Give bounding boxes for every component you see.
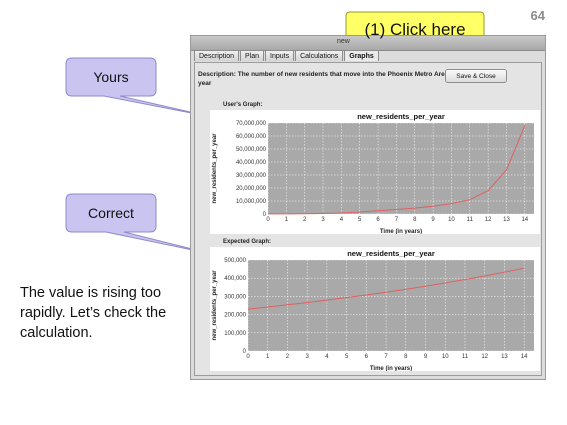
x-axis-label: Time (in years) [380,229,422,234]
y-tick-label: 70,000,000 [236,121,267,127]
x-tick-label: 7 [395,217,399,223]
plot-area [268,123,534,214]
correct-callout-bubble [65,193,213,255]
x-tick-label: 11 [467,217,474,223]
y-tick-label: 200,000 [224,313,246,319]
x-tick-label: 14 [521,354,528,360]
x-tick-label: 9 [424,354,428,360]
yours-callout-text: Yours [93,69,129,85]
x-tick-label: 5 [358,217,362,223]
users-graph-chart: new_residents_per_year 0 10,000,000 20,000,… [210,110,540,234]
x-tick-label: 5 [345,354,349,360]
users-graph-label: User's Graph: [223,102,263,108]
x-tick-label: 3 [306,354,310,360]
graphs-panel: Description: The number of new residents… [194,62,542,376]
x-tick-label: 8 [404,354,408,360]
y-axis-label: new_residents_per_year [212,270,218,341]
x-tick-label: 6 [376,217,380,223]
y-tick-label: 40,000,000 [236,160,267,166]
tab-bar: Description Plan Inputs Calculations Gra… [194,50,380,62]
y-axis-label: new_residents_per_year [212,133,218,204]
y-tick-label: 100,000 [224,331,246,337]
description-text: Description: The number of new residents… [198,71,466,87]
x-tick-label: 8 [413,217,417,223]
tab-calculations[interactable]: Calculations [295,50,344,61]
y-tick-label: 0 [243,349,247,355]
expected-graph-label: Expected Graph: [223,239,272,245]
x-tick-label: 14 [521,217,528,223]
chart-svg: new_residents_per_year 0 10,000,000 20,000,… [212,112,534,234]
y-tick-label: 20,000,000 [236,186,267,192]
x-tick-label: 7 [384,354,388,360]
tab-description[interactable]: Description [194,50,240,61]
x-tick-label: 0 [246,354,250,360]
yours-callout-bubble [65,57,213,118]
y-tick-label: 300,000 [224,294,246,300]
tab-graphs[interactable]: Graphs [344,50,379,61]
tab-inputs[interactable]: Inputs [265,50,295,61]
x-tick-label: 13 [501,354,508,360]
slide-number: 64 [530,8,545,23]
plot-area [248,260,534,351]
series-line [247,267,525,310]
x-tick-label: 6 [365,354,369,360]
explanation-note: The value is rising too rapidly. Let’s c… [20,285,167,341]
x-tick-label: 12 [481,354,488,360]
chart-svg: new_residents_per_year 0 100,000 200,000 300… [212,249,534,371]
y-tick-label: 30,000,000 [236,173,267,179]
click-here-callout-text: (1) Click here [364,20,466,39]
x-tick-label: 1 [285,217,289,223]
x-tick-label: 2 [286,354,290,360]
save-close-button[interactable]: Save & Close [445,69,507,83]
x-tick-label: 1 [266,354,270,360]
x-axis-label: Time (in years) [370,366,412,371]
window-title: new [337,38,350,45]
y-tick-label: 0 [263,212,267,218]
x-tick-label: 10 [442,354,449,360]
series-line [267,125,526,215]
y-tick-label: 60,000,000 [236,134,267,140]
x-tick-label: 4 [325,354,329,360]
chart-title: new_residents_per_year [357,112,445,121]
y-tick-label: 50,000,000 [236,147,267,153]
tab-plan[interactable]: Plan [240,50,265,61]
x-tick-label: 12 [485,217,492,223]
chart-title: new_residents_per_year [347,249,435,258]
y-tick-label: 10,000,000 [236,199,267,205]
x-tick-label: 2 [303,217,307,223]
y-tick-label: 400,000 [224,276,246,282]
x-tick-label: 9 [431,217,435,223]
x-tick-label: 3 [321,217,325,223]
x-tick-label: 11 [462,354,469,360]
y-tick-label: 500,000 [224,258,246,264]
graph-window: new Description Plan Inputs Calculations… [190,35,546,380]
x-tick-label: 10 [448,217,455,223]
x-tick-label: 0 [266,217,270,223]
expected-graph-chart: new_residents_per_year 0 100,000 200,000 300… [210,247,540,371]
correct-callout-text: Correct [88,205,134,221]
x-tick-label: 4 [340,217,344,223]
x-tick-label: 13 [503,217,510,223]
